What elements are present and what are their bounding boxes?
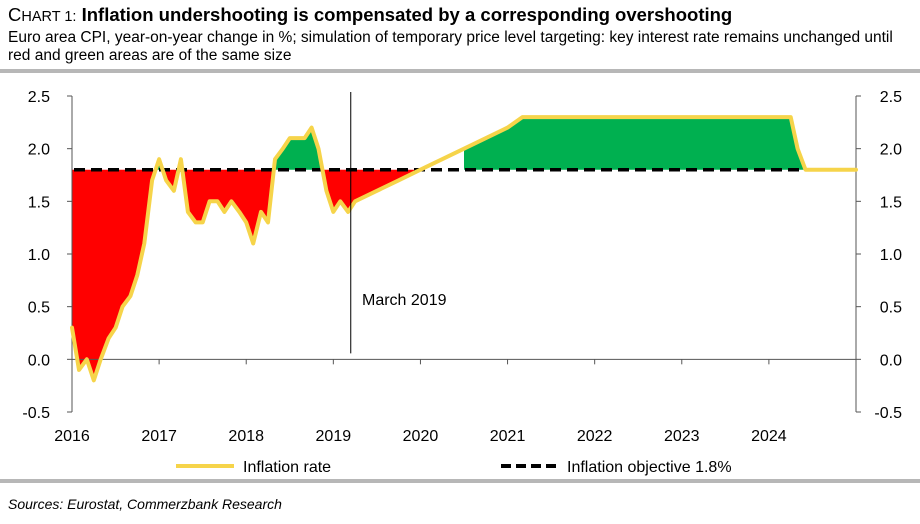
bottom-divider [0, 479, 920, 483]
undershoot-area [72, 169, 156, 381]
y-tick-label-left: 1.0 [28, 247, 50, 264]
x-tick-label: 2018 [228, 428, 264, 445]
y-tick-label-right: 2.0 [880, 142, 902, 159]
inflation-rate-line [70, 115, 858, 383]
top-divider [0, 69, 920, 73]
x-tick-label: 2024 [751, 428, 787, 445]
y-tick-label-left: 0.5 [28, 300, 50, 317]
y-tick-label-left: 2.0 [28, 142, 50, 159]
x-tick-label: 2019 [316, 428, 352, 445]
x-tick-label: 2020 [403, 428, 439, 445]
legend-label-inflation-rate: Inflation rate [243, 459, 331, 476]
y-tick-label-left: 0.0 [28, 352, 50, 369]
y-tick-label-left: 2.5 [28, 89, 50, 106]
y-tick-label-right: 1.0 [880, 247, 902, 264]
chart-subtitle: Euro area CPI, year-on-year change in %;… [8, 29, 893, 64]
chart-number-first-letter: C [8, 4, 22, 25]
y-tick-label-right: -0.5 [874, 405, 902, 422]
chart-title: CHART 1: Inflation undershooting is comp… [8, 4, 732, 26]
march-2019-label: March 2019 [362, 292, 447, 309]
legend-label-inflation-objective: Inflation objective 1.8% [567, 459, 732, 476]
overshoot-area [273, 127, 323, 170]
chart-title-text: Inflation undershooting is compensated b… [81, 4, 733, 25]
chart-number-rest: HART 1: [21, 9, 77, 25]
y-tick-label-right: 1.5 [880, 194, 902, 211]
y-tick-label-right: 0.5 [880, 300, 902, 317]
overshoot-area [464, 117, 806, 170]
x-tick-label: 2021 [490, 428, 526, 445]
undershoot-area [182, 169, 274, 244]
x-tick-label: 2022 [577, 428, 613, 445]
source-note: Sources: Eurostat, Commerzbank Research [8, 496, 282, 512]
y-tick-label-right: 2.5 [880, 89, 902, 106]
y-tick-label-left: 1.5 [28, 194, 50, 211]
x-tick-label: 2017 [141, 428, 177, 445]
x-tick-label: 2023 [664, 428, 700, 445]
y-tick-label-right: 0.0 [880, 352, 902, 369]
x-tick-label: 2016 [54, 428, 90, 445]
y-tick-label-left: -0.5 [22, 405, 50, 422]
